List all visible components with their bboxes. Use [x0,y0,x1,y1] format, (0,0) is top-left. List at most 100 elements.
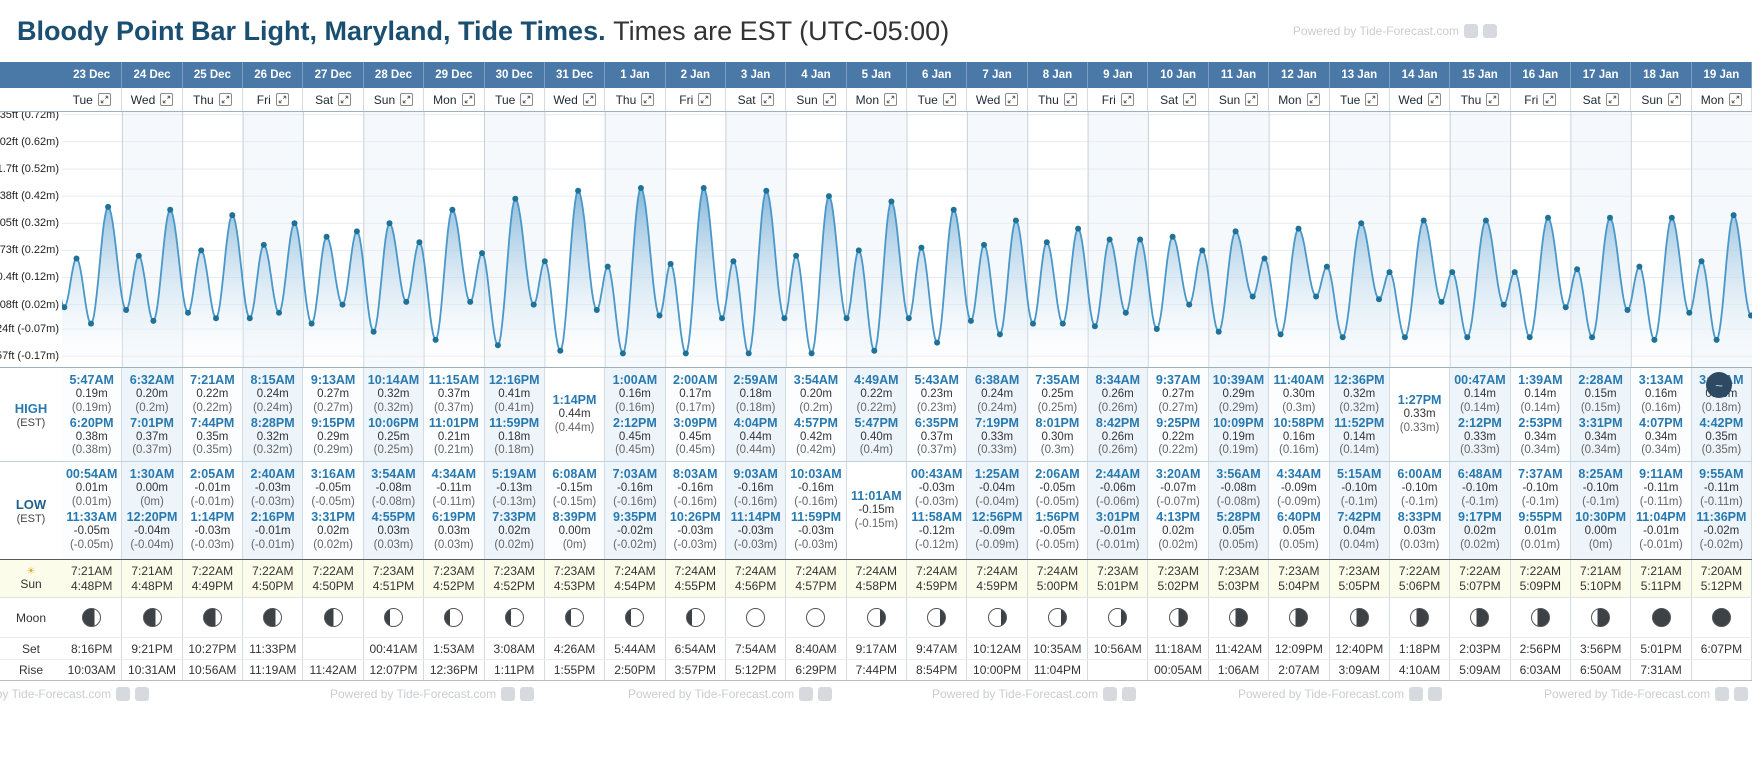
waning-crescent-moon-icon [1591,608,1611,627]
high-tide-cell: 5:47AM 0.19m (0.19m) 6:20PM 0.38m (0.38m) [62,368,123,461]
date-header-1-jan[interactable]: 1 Jan [605,62,666,88]
weekday-cell[interactable]: Sun [1209,88,1270,111]
tide-height-m-paren: (-0.11m) [1639,495,1683,508]
expand-icon[interactable] [1063,93,1077,106]
date-header-26-dec[interactable]: 26 Dec [243,62,304,88]
weekday-cell[interactable]: Fri [1511,88,1571,111]
date-header-29-dec[interactable]: 29 Dec [424,62,485,88]
weekday-cell[interactable]: Sat [726,88,787,111]
expand-icon[interactable] [461,93,475,106]
expand-icon[interactable] [1245,93,1259,106]
tide-entry: 6:00AM -0.10m (-0.1m) [1397,467,1441,510]
weekday-cell[interactable]: Wed [122,88,183,111]
date-header-14-jan[interactable]: 14 Jan [1390,62,1451,88]
expand-icon[interactable] [1543,93,1557,106]
tide-entry: 3:54AM -0.08m (-0.08m) [371,467,415,510]
weekday-cell[interactable]: Wed [545,88,606,111]
weekday-cell[interactable]: Sun [1631,88,1692,111]
expand-icon[interactable] [275,93,289,106]
weekday-cell[interactable]: Sun [364,88,425,111]
date-header-28-dec[interactable]: 28 Dec [364,62,425,88]
expand-icon[interactable] [1183,93,1197,106]
weekday-cell[interactable]: Tue [907,88,968,111]
date-header-24-dec[interactable]: 24 Dec [122,62,183,88]
date-header-31-dec[interactable]: 31 Dec [545,62,606,88]
weekday-cell[interactable]: Thu [605,88,666,111]
date-header-25-dec[interactable]: 25 Dec [183,62,244,88]
expand-icon[interactable] [582,93,596,106]
new-moon-icon [1711,608,1731,627]
weekday-cell[interactable]: Wed [1390,88,1451,111]
date-header-27-dec[interactable]: 27 Dec [303,62,364,88]
date-header-16-jan[interactable]: 16 Jan [1511,62,1571,88]
weekday-cell[interactable]: Thu [1028,88,1089,111]
date-header-19-jan[interactable]: 19 Jan [1692,62,1752,88]
weekday-cell[interactable]: Mon [1269,88,1330,111]
date-header-17-jan[interactable]: 17 Jan [1571,62,1632,88]
weekday-cell[interactable]: Sun [786,88,847,111]
weekday-cell[interactable]: Thu [1450,88,1511,111]
date-header-9-jan[interactable]: 9 Jan [1088,62,1149,88]
date-header-23-dec[interactable]: 23 Dec [62,62,123,88]
date-header-10-jan[interactable]: 10 Jan [1148,62,1209,88]
expand-icon[interactable] [1005,93,1019,106]
weekday-cell[interactable]: Thu [183,88,244,111]
expand-icon[interactable] [760,93,774,106]
moon-phase-cell [967,598,1028,637]
date-header-30-dec[interactable]: 30 Dec [485,62,545,88]
weekday-cell[interactable]: Mon [424,88,485,111]
expand-icon[interactable] [1486,93,1500,106]
date-header-13-jan[interactable]: 13 Jan [1330,62,1390,88]
weekday-cell[interactable]: Mon [1692,88,1752,111]
weekday-cell[interactable]: Fri [666,88,726,111]
expand-icon[interactable] [520,93,534,106]
expand-icon[interactable] [160,93,174,106]
weekday-cell[interactable]: Mon [847,88,908,111]
expand-icon[interactable] [97,93,111,106]
expand-icon[interactable] [1427,93,1441,106]
date-header-2-jan[interactable]: 2 Jan [666,62,726,88]
weekday-cell[interactable]: Sat [1571,88,1632,111]
weekday-cell[interactable]: Tue [485,88,545,111]
date-header-3-jan[interactable]: 3 Jan [726,62,787,88]
expand-icon[interactable] [884,93,898,106]
tide-height-m: -0.08m [375,482,412,494]
date-header-8-jan[interactable]: 8 Jan [1028,62,1089,88]
expand-icon[interactable] [338,93,352,106]
expand-icon[interactable] [400,93,414,106]
expand-icon[interactable] [1365,93,1379,106]
expand-icon[interactable] [218,93,232,106]
expand-icon[interactable] [1667,93,1681,106]
expand-icon[interactable] [1120,93,1134,106]
weekday-cell[interactable]: Fri [1088,88,1149,111]
expand-icon[interactable] [942,93,956,106]
sunset-time: 4:50PM [252,579,294,593]
date-header-15-jan[interactable]: 15 Jan [1450,62,1511,88]
tide-extreme-dot [918,244,925,251]
tide-height-m: 0.15m [1584,388,1617,400]
weekday-cell[interactable]: Fri [243,88,304,111]
weekday-cell[interactable]: Tue [1330,88,1390,111]
date-header-11-jan[interactable]: 11 Jan [1209,62,1270,88]
expand-icon[interactable] [698,93,712,106]
date-header-18-jan[interactable]: 18 Jan [1631,62,1692,88]
date-header-4-jan[interactable]: 4 Jan [786,62,847,88]
expand-icon[interactable] [1306,93,1320,106]
date-header-7-jan[interactable]: 7 Jan [967,62,1028,88]
moonset-row-label: Set [0,638,62,659]
date-header-5-jan[interactable]: 5 Jan [847,62,908,88]
timezone-note: Times are EST (UTC-05:00) [613,15,950,46]
weekday-cell[interactable]: Wed [967,88,1028,111]
sunrise-time: 7:24AM [614,564,656,578]
weekday-cell[interactable]: Sat [303,88,364,111]
weekday-cell[interactable]: Tue [62,88,123,111]
date-header-12-jan[interactable]: 12 Jan [1269,62,1330,88]
expand-icon[interactable] [822,93,836,106]
watermark-text: Powered by Tide-Forecast.com [1292,24,1459,38]
expand-icon[interactable] [641,93,655,106]
weekday-cell[interactable]: Sat [1148,88,1209,111]
tide-extreme-dot [825,193,832,200]
expand-icon[interactable] [1729,93,1743,106]
expand-icon[interactable] [1605,93,1619,106]
date-header-6-jan[interactable]: 6 Jan [907,62,968,88]
